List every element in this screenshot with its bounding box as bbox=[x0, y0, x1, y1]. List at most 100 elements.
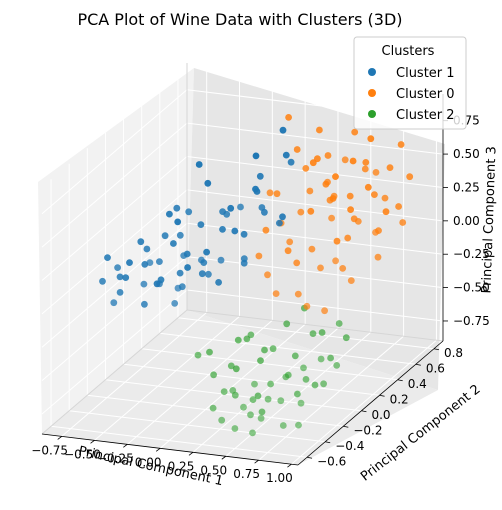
data-point-cluster-0 bbox=[324, 152, 332, 159]
data-point-cluster-1 bbox=[176, 269, 184, 277]
z-tick-label: 0.00 bbox=[453, 214, 480, 228]
data-point-cluster-0 bbox=[328, 214, 335, 222]
data-point-cluster-1 bbox=[176, 231, 184, 239]
data-point-cluster-1 bbox=[173, 204, 181, 212]
data-point-cluster-2 bbox=[269, 345, 277, 353]
data-point-cluster-1 bbox=[141, 300, 148, 308]
data-point-cluster-0 bbox=[293, 259, 301, 267]
data-point-cluster-2 bbox=[254, 392, 262, 400]
data-point-cluster-0 bbox=[382, 208, 390, 216]
data-point-cluster-1 bbox=[140, 280, 148, 288]
gridline-y-floor bbox=[87, 394, 344, 427]
data-point-cluster-1 bbox=[256, 172, 264, 180]
x-axis-ticks: −0.75−0.50−0.25 0.00 0.25 0.50 0.75 1.00 bbox=[31, 436, 293, 485]
data-point-cluster-1 bbox=[279, 213, 286, 221]
y-tick-label: 0.8 bbox=[444, 346, 463, 360]
scatter-points bbox=[99, 114, 414, 437]
legend-label-cluster-1: Cluster 1 bbox=[396, 66, 455, 81]
data-point-cluster-1 bbox=[143, 245, 151, 253]
data-point-cluster-2 bbox=[209, 404, 217, 412]
data-point-cluster-0 bbox=[266, 189, 274, 197]
data-point-cluster-1 bbox=[170, 240, 177, 247]
data-point-cluster-1 bbox=[240, 259, 248, 267]
gridline-y-floor bbox=[123, 363, 380, 396]
x-tick-mark bbox=[123, 444, 128, 448]
data-point-cluster-1 bbox=[116, 273, 124, 281]
data-point-cluster-2 bbox=[227, 362, 235, 370]
y-tick-mark bbox=[379, 394, 385, 397]
data-point-cluster-1 bbox=[217, 256, 225, 264]
data-point-cluster-0 bbox=[286, 238, 294, 246]
y-tick-mark bbox=[306, 456, 313, 459]
data-point-cluster-2 bbox=[194, 351, 202, 359]
data-point-cluster-2 bbox=[342, 334, 350, 342]
data-point-cluster-0 bbox=[346, 192, 354, 200]
z-tick-label: 0.50 bbox=[453, 147, 480, 161]
gridline-z-back bbox=[186, 222, 444, 255]
data-point-cluster-1 bbox=[240, 230, 248, 238]
x-tick-mark bbox=[221, 455, 227, 460]
gridline-z-left bbox=[41, 189, 188, 315]
data-point-cluster-2 bbox=[300, 364, 307, 372]
gridline-z-left bbox=[41, 89, 188, 215]
data-point-cluster-0 bbox=[264, 271, 271, 279]
x-tick-label: 0.75 bbox=[233, 467, 260, 481]
x-tick-mark bbox=[57, 436, 62, 440]
x-tick-mark bbox=[155, 447, 161, 452]
data-point-cluster-2 bbox=[206, 348, 213, 356]
y-tick-mark bbox=[361, 410, 367, 413]
data-point-cluster-2 bbox=[277, 397, 285, 405]
data-point-cluster-1 bbox=[227, 204, 235, 212]
data-point-cluster-0 bbox=[329, 195, 337, 202]
data-point-cluster-1 bbox=[126, 259, 133, 266]
gridline-z-left bbox=[41, 122, 188, 248]
pane-floor bbox=[42, 310, 438, 465]
data-point-cluster-2 bbox=[257, 357, 264, 364]
z-tick-label: −0.75 bbox=[453, 314, 490, 328]
data-point-cluster-2 bbox=[210, 371, 218, 379]
data-point-cluster-0 bbox=[293, 146, 301, 153]
data-point-cluster-0 bbox=[367, 135, 375, 143]
data-point-cluster-0 bbox=[308, 245, 316, 253]
data-point-cluster-0 bbox=[397, 141, 405, 148]
data-point-cluster-0 bbox=[262, 226, 270, 234]
data-point-cluster-1 bbox=[137, 238, 145, 246]
pane-back bbox=[187, 68, 445, 390]
data-point-cluster-1 bbox=[156, 258, 163, 265]
gridline-x-floor bbox=[192, 327, 339, 453]
data-point-cluster-1 bbox=[184, 264, 192, 271]
data-point-cluster-0 bbox=[322, 180, 330, 188]
data-point-cluster-2 bbox=[335, 320, 343, 327]
data-point-cluster-2 bbox=[240, 403, 247, 411]
data-point-cluster-1 bbox=[282, 151, 290, 159]
gridline-x-floor bbox=[61, 312, 208, 437]
data-point-cluster-1 bbox=[261, 208, 268, 216]
data-point-cluster-0 bbox=[386, 164, 394, 172]
z-tick-label: −0.25 bbox=[453, 247, 490, 261]
x-tick-mark bbox=[287, 463, 292, 468]
x-tick-label: −0.25 bbox=[97, 451, 134, 465]
y-tick-label: −0.4 bbox=[335, 439, 364, 453]
y-tick-mark bbox=[397, 379, 403, 382]
data-point-cluster-2 bbox=[247, 411, 254, 419]
data-point-cluster-1 bbox=[146, 259, 154, 266]
data-point-cluster-0 bbox=[307, 207, 315, 215]
gridline-z-back bbox=[186, 155, 444, 188]
data-point-cluster-0 bbox=[351, 128, 359, 136]
data-point-cluster-2 bbox=[291, 352, 299, 360]
x-tick-label: 1.00 bbox=[266, 471, 293, 485]
data-point-cluster-2 bbox=[279, 422, 287, 429]
data-point-cluster-1 bbox=[174, 218, 182, 226]
data-point-cluster-1 bbox=[161, 232, 169, 240]
x-tick-label: −0.50 bbox=[64, 447, 101, 461]
y-tick-label: 0.4 bbox=[408, 377, 427, 391]
data-point-cluster-2 bbox=[243, 335, 251, 343]
data-point-cluster-2 bbox=[267, 380, 274, 388]
data-point-cluster-1 bbox=[197, 221, 205, 229]
z-tick-label: −0.50 bbox=[453, 281, 490, 295]
data-point-cluster-0 bbox=[341, 156, 349, 164]
data-point-cluster-2 bbox=[327, 354, 334, 362]
data-point-cluster-0 bbox=[306, 187, 314, 195]
y-tick-mark bbox=[415, 363, 421, 366]
pane-edges bbox=[41, 63, 444, 466]
